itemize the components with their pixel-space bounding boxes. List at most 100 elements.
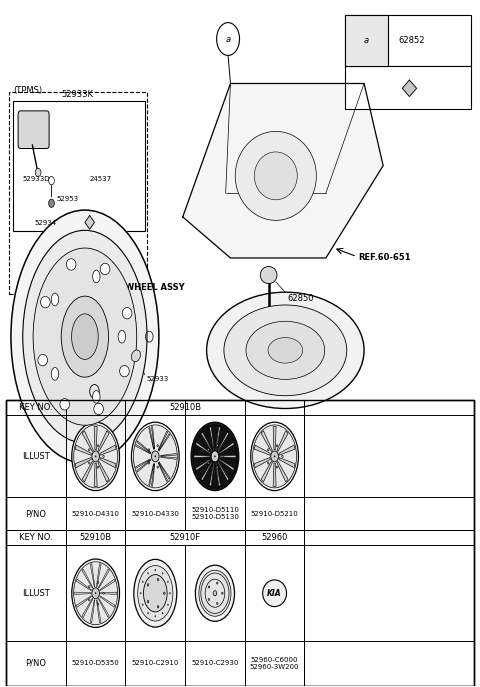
Text: 52910F: 52910F bbox=[169, 533, 201, 542]
Polygon shape bbox=[183, 84, 383, 258]
Ellipse shape bbox=[191, 423, 239, 491]
Polygon shape bbox=[273, 427, 276, 449]
Ellipse shape bbox=[93, 390, 100, 403]
Ellipse shape bbox=[138, 565, 173, 621]
Polygon shape bbox=[82, 462, 94, 482]
Text: 52950: 52950 bbox=[81, 401, 103, 407]
Ellipse shape bbox=[169, 592, 170, 594]
Ellipse shape bbox=[155, 570, 156, 571]
Ellipse shape bbox=[276, 444, 278, 447]
Polygon shape bbox=[160, 457, 176, 460]
Polygon shape bbox=[152, 427, 155, 449]
Polygon shape bbox=[158, 462, 168, 482]
Bar bbox=[6, 400, 474, 686]
Bar bbox=[13, 100, 144, 231]
Polygon shape bbox=[100, 458, 116, 468]
Text: ILLUST: ILLUST bbox=[22, 589, 50, 598]
Ellipse shape bbox=[74, 562, 118, 624]
Ellipse shape bbox=[51, 293, 59, 306]
Ellipse shape bbox=[11, 210, 159, 463]
Ellipse shape bbox=[74, 425, 118, 488]
Polygon shape bbox=[158, 431, 168, 451]
Ellipse shape bbox=[208, 462, 209, 464]
Ellipse shape bbox=[267, 462, 269, 464]
Polygon shape bbox=[196, 442, 211, 454]
Ellipse shape bbox=[208, 598, 210, 600]
Ellipse shape bbox=[132, 423, 179, 491]
Ellipse shape bbox=[164, 592, 165, 594]
Ellipse shape bbox=[216, 582, 218, 584]
Polygon shape bbox=[209, 463, 214, 486]
Ellipse shape bbox=[152, 451, 159, 462]
Ellipse shape bbox=[132, 350, 141, 361]
Polygon shape bbox=[194, 455, 210, 458]
Ellipse shape bbox=[157, 466, 158, 468]
Polygon shape bbox=[82, 431, 94, 451]
Polygon shape bbox=[82, 598, 93, 618]
Text: P/NO: P/NO bbox=[25, 509, 47, 518]
Ellipse shape bbox=[94, 403, 103, 414]
Polygon shape bbox=[219, 459, 234, 471]
Polygon shape bbox=[98, 431, 109, 451]
Ellipse shape bbox=[142, 581, 143, 583]
Polygon shape bbox=[135, 444, 151, 454]
Polygon shape bbox=[402, 80, 417, 96]
Text: ILLUST: ILLUST bbox=[22, 452, 50, 461]
Ellipse shape bbox=[88, 462, 90, 464]
Polygon shape bbox=[94, 427, 97, 449]
Polygon shape bbox=[96, 563, 101, 587]
Polygon shape bbox=[76, 579, 92, 591]
Polygon shape bbox=[217, 462, 228, 481]
Ellipse shape bbox=[92, 588, 99, 598]
Ellipse shape bbox=[206, 292, 364, 409]
Text: P/NO: P/NO bbox=[25, 659, 47, 668]
Polygon shape bbox=[220, 455, 236, 458]
Ellipse shape bbox=[72, 559, 120, 627]
Ellipse shape bbox=[162, 572, 163, 574]
Ellipse shape bbox=[140, 592, 141, 594]
Ellipse shape bbox=[224, 305, 347, 396]
Text: KIA: KIA bbox=[267, 589, 282, 598]
Bar bbox=[345, 15, 388, 67]
Text: 52960-C6000
52960-3W200: 52960-C6000 52960-3W200 bbox=[250, 657, 300, 670]
Ellipse shape bbox=[251, 423, 299, 491]
Polygon shape bbox=[98, 569, 109, 588]
Polygon shape bbox=[75, 592, 91, 594]
Ellipse shape bbox=[97, 466, 99, 468]
Ellipse shape bbox=[267, 449, 269, 451]
Bar bbox=[6, 400, 474, 686]
Ellipse shape bbox=[38, 354, 48, 365]
Polygon shape bbox=[149, 464, 154, 486]
Ellipse shape bbox=[40, 297, 50, 308]
Ellipse shape bbox=[133, 425, 177, 488]
Ellipse shape bbox=[95, 455, 96, 457]
Ellipse shape bbox=[72, 314, 98, 359]
Polygon shape bbox=[100, 596, 115, 607]
Ellipse shape bbox=[157, 444, 158, 447]
Ellipse shape bbox=[157, 578, 159, 581]
Ellipse shape bbox=[147, 600, 149, 602]
Ellipse shape bbox=[92, 451, 99, 462]
Polygon shape bbox=[216, 427, 220, 450]
Ellipse shape bbox=[148, 462, 150, 464]
Ellipse shape bbox=[215, 455, 216, 457]
Ellipse shape bbox=[162, 455, 164, 458]
Text: KEY NO.: KEY NO. bbox=[19, 403, 53, 412]
Polygon shape bbox=[216, 463, 220, 486]
Polygon shape bbox=[82, 569, 93, 588]
Bar bbox=[9, 92, 147, 294]
Polygon shape bbox=[76, 596, 92, 607]
Polygon shape bbox=[209, 427, 214, 450]
Ellipse shape bbox=[216, 444, 218, 447]
Polygon shape bbox=[254, 458, 270, 468]
Polygon shape bbox=[201, 432, 212, 451]
Text: 52910B: 52910B bbox=[80, 533, 112, 542]
Ellipse shape bbox=[103, 455, 104, 458]
Ellipse shape bbox=[211, 451, 219, 462]
Ellipse shape bbox=[97, 581, 99, 583]
Polygon shape bbox=[217, 432, 228, 451]
Polygon shape bbox=[159, 433, 170, 451]
Polygon shape bbox=[98, 598, 109, 618]
Text: 52960: 52960 bbox=[262, 533, 288, 542]
Polygon shape bbox=[137, 441, 151, 453]
